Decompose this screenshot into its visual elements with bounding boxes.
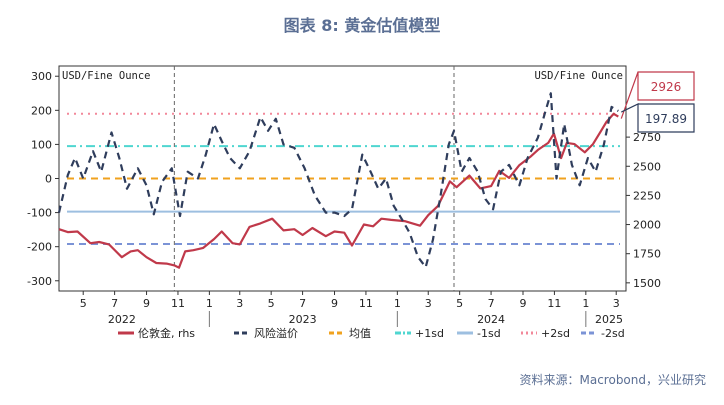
year-label: 2024 — [477, 313, 505, 326]
x-tick-label: 1 — [394, 297, 401, 310]
risk-callout-box — [621, 103, 695, 133]
legend-label: 伦敦金, rhs — [138, 326, 195, 340]
x-tick-label: 3 — [613, 297, 620, 310]
chart-title: 图表 8: 黄金估值模型 — [283, 16, 441, 35]
left-axis-unit: USD/Fine Ounce — [62, 70, 151, 82]
x-tick-label: 3 — [425, 297, 432, 310]
x-tick-label: 3 — [236, 297, 243, 310]
x-tick-label: 1 — [582, 297, 589, 310]
legend-label: -1sd — [477, 327, 501, 340]
x-tick-label: 5 — [456, 297, 463, 310]
left-tick-label: -100 — [27, 207, 52, 220]
year-label: 2022 — [108, 313, 136, 326]
x-tick-label: 11 — [171, 297, 185, 310]
left-tick-label: -200 — [27, 241, 52, 254]
risk-callout-value: 197.89 — [645, 112, 687, 126]
x-tick-label: 11 — [359, 297, 373, 310]
left-tick-label: 0 — [45, 173, 52, 186]
left-tick-label: 200 — [31, 104, 52, 117]
gold-callout-box — [620, 71, 695, 119]
year-label: 2023 — [289, 313, 317, 326]
legend-label: -2sd — [601, 327, 625, 340]
x-tick-label: 9 — [520, 297, 527, 310]
x-tick-label: 9 — [143, 297, 150, 310]
left-tick-label: 100 — [31, 138, 52, 151]
risk-premium-line — [57, 92, 619, 269]
legend-label: +2sd — [541, 327, 570, 340]
source-note: 资料来源：Macrobond，兴业研究 — [519, 373, 707, 387]
right-tick-label: 2500 — [633, 160, 661, 173]
left-tick-label: 300 — [31, 70, 52, 83]
x-tick-label: 7 — [299, 297, 306, 310]
x-tick-label: 5 — [268, 297, 275, 310]
right-tick-label: 2250 — [633, 189, 661, 202]
legend-label: 均值 — [349, 327, 371, 340]
x-tick-label: 7 — [488, 297, 495, 310]
right-tick-label: 1750 — [633, 248, 661, 261]
left-tick-label: -300 — [27, 275, 52, 288]
year-label: 2025 — [595, 313, 623, 326]
x-tick-label: 7 — [111, 297, 118, 310]
x-tick-label: 11 — [547, 297, 561, 310]
gold-callout-value: 2926 — [651, 80, 682, 94]
x-tick-label: 9 — [331, 297, 338, 310]
right-tick-label: 2000 — [633, 219, 661, 232]
legend-label: 风险溢价 — [254, 326, 298, 340]
right-tick-label: 2750 — [633, 131, 661, 144]
x-tick-label: 1 — [206, 297, 213, 310]
gold-price-line — [58, 112, 619, 269]
legend-label: +1sd — [415, 327, 444, 340]
right-axis-unit: USD/Fine Ounce — [534, 70, 623, 82]
right-tick-label: 1500 — [633, 277, 661, 290]
x-tick-label: 5 — [80, 297, 87, 310]
